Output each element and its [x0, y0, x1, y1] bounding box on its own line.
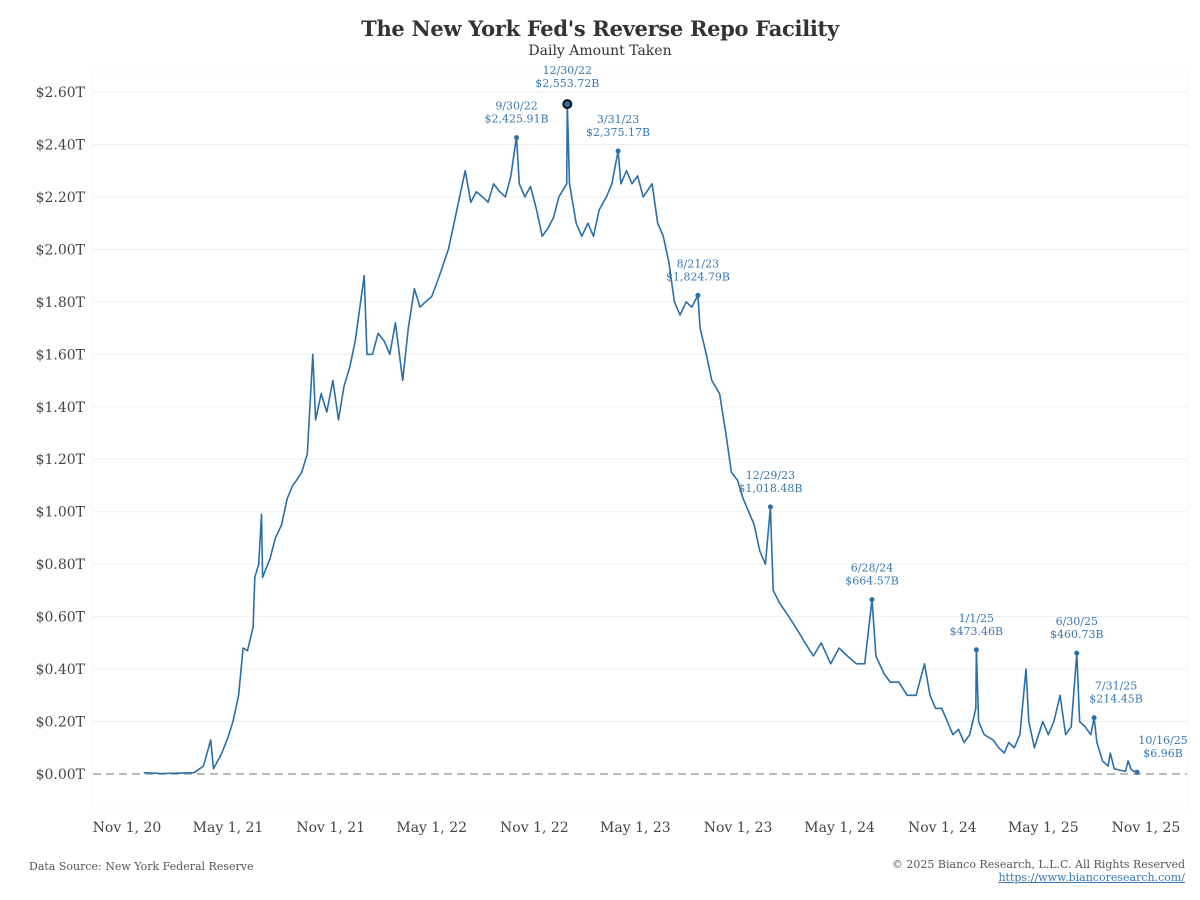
annotation-marker: [615, 148, 621, 154]
x-tick-label: May 1, 21: [193, 820, 264, 836]
annotation-marker: [562, 99, 573, 110]
annotation-marker: [869, 597, 875, 603]
x-axis: Nov 1, 20 May 1, 21 Nov 1, 21 May 1, 22 Nov …: [93, 820, 1181, 836]
annotation-value: $2,553.72B: [535, 77, 599, 90]
y-tick-label: $1.20T: [36, 452, 86, 468]
website-link[interactable]: https://www.biancoresearch.com/: [998, 871, 1185, 884]
chart-subtitle: Daily Amount Taken: [528, 43, 672, 59]
annotation-value: $6.96B: [1143, 747, 1183, 760]
x-tick-label: May 1, 22: [396, 820, 467, 836]
annotation-value: $1,018.48B: [738, 482, 802, 495]
annotations: 9/30/22$2,425.91B12/30/22$2,553.72B3/31/…: [484, 64, 1188, 775]
y-tick-label: $2.00T: [36, 242, 86, 258]
annotation: 7/31/25$214.45B: [1089, 680, 1143, 721]
x-tick-label: May 1, 23: [600, 820, 671, 836]
x-tick-label: May 1, 25: [1008, 820, 1079, 836]
annotation-marker: [514, 135, 520, 141]
annotation-value: $2,425.91B: [484, 113, 548, 126]
annotation-date: 3/31/23: [597, 113, 639, 126]
annotation-marker: [1074, 650, 1080, 656]
annotation-marker: [1091, 715, 1097, 721]
x-tick-label: Nov 1, 21: [296, 820, 365, 836]
y-tick-label: $0.00T: [36, 767, 86, 783]
annotation-date: 8/21/23: [677, 257, 719, 270]
annotation-date: 6/28/24: [851, 562, 893, 575]
x-tick-label: Nov 1, 24: [908, 820, 977, 836]
annotation-marker: [767, 504, 773, 510]
x-tick-label: May 1, 24: [804, 820, 875, 836]
x-tick-label: Nov 1, 22: [500, 820, 569, 836]
annotation: 12/30/22$2,553.72B: [535, 64, 599, 110]
chart-title: The New York Fed's Reverse Repo Facility: [361, 16, 839, 41]
y-axis: $0.00T $0.20T $0.40T $0.60T $0.80T $1.00T $1.2…: [36, 85, 86, 783]
data-source: Data Source: New York Federal Reserve: [29, 860, 254, 873]
annotation: 9/30/22$2,425.91B: [484, 100, 549, 141]
annotation-value: $1,824.79B: [666, 270, 730, 283]
annotation-date: 1/1/25: [959, 612, 994, 625]
annotation: 3/31/23$2,375.17B: [586, 113, 650, 154]
y-tick-label: $0.80T: [36, 557, 86, 573]
annotation-date: 7/31/25: [1095, 680, 1137, 693]
annotation: 12/29/23$1,018.48B: [738, 469, 802, 510]
annotation-date: 12/29/23: [746, 469, 795, 482]
y-tick-label: $0.40T: [36, 662, 86, 678]
annotation-value: $460.73B: [1050, 628, 1104, 641]
annotation: 1/1/25$473.46B: [950, 612, 1004, 653]
annotation-value: $214.45B: [1089, 693, 1143, 706]
annotation: 6/30/25$460.73B: [1050, 615, 1104, 656]
annotation-marker: [973, 647, 979, 653]
y-tick-label: $2.20T: [36, 190, 86, 206]
y-tick-label: $1.40T: [36, 400, 86, 416]
x-tick-label: Nov 1, 25: [1112, 820, 1181, 836]
y-tick-label: $0.60T: [36, 610, 86, 626]
annotation-date: 6/30/25: [1056, 615, 1098, 628]
annotation-date: 10/16/25: [1138, 734, 1187, 747]
annotation: 10/16/25$6.96B: [1134, 734, 1188, 775]
series-line: [143, 103, 1138, 775]
annotation-value: $664.57B: [845, 575, 899, 588]
annotation-value: $2,375.17B: [586, 126, 650, 139]
gridlines: [93, 91, 1187, 723]
annotation-marker: [1134, 769, 1140, 775]
y-tick-label: $2.40T: [36, 137, 86, 153]
y-tick-label: $2.60T: [36, 85, 86, 101]
copyright-block: © 2025 Bianco Research, L.L.C. All Right…: [892, 858, 1185, 884]
y-tick-label: $1.00T: [36, 505, 86, 521]
copyright-text: © 2025 Bianco Research, L.L.C. All Right…: [891, 858, 1185, 871]
x-tick-label: Nov 1, 23: [704, 820, 773, 836]
annotation: 8/21/23$1,824.79B: [666, 257, 730, 298]
x-tick-label: Nov 1, 20: [93, 820, 162, 836]
plot-area: [91, 71, 1189, 809]
annotation-date: 9/30/22: [495, 100, 537, 113]
y-tick-label: $1.60T: [36, 347, 86, 363]
annotation-date: 12/30/22: [543, 64, 592, 77]
y-tick-label: $0.20T: [36, 715, 86, 731]
annotation-marker: [695, 292, 701, 298]
annotation: 6/28/24$664.57B: [845, 562, 899, 603]
annotation-value: $473.46B: [950, 625, 1004, 638]
y-tick-label: $1.80T: [36, 295, 86, 311]
